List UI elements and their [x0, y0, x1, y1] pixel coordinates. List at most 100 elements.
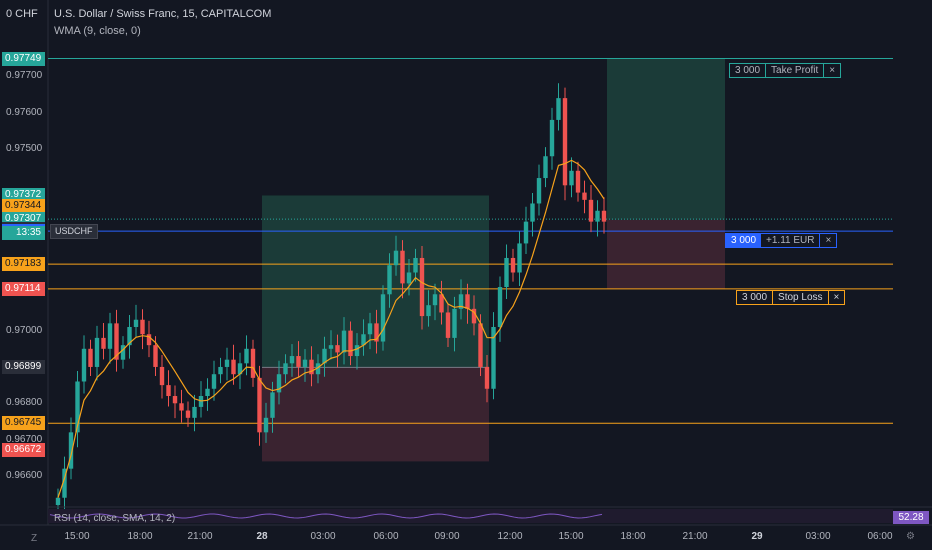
candle-body — [107, 323, 113, 349]
candle-body — [114, 323, 119, 360]
wma-line — [57, 159, 605, 498]
candle-body — [322, 348, 327, 364]
gear-icon[interactable]: ⚙ — [906, 531, 915, 542]
candle-body — [491, 326, 496, 389]
candle-body — [94, 337, 100, 367]
candle-body — [62, 468, 67, 498]
candle-body — [504, 257, 509, 288]
take-profit-qty: 3 000 — [735, 65, 761, 76]
candle-body — [166, 385, 171, 397]
candle-body — [413, 257, 418, 273]
candle-body — [354, 345, 360, 357]
candle-body — [127, 326, 132, 346]
take-profit-close-icon[interactable]: × — [823, 64, 840, 77]
price-tick: 0.97600 — [6, 106, 43, 118]
candle-body — [393, 250, 399, 266]
rsi-legend[interactable]: RSI (14, close, SMA, 14, 2) — [54, 513, 176, 524]
candle-body — [543, 156, 548, 179]
candle-body — [556, 98, 561, 120]
price-tick: 0.96700 — [6, 433, 43, 445]
position-close-icon[interactable]: × — [819, 234, 836, 247]
candle-body — [348, 330, 353, 357]
price-label: 0.96672 — [2, 442, 45, 457]
candle-body — [380, 294, 386, 342]
time-tick: 03:00 — [310, 531, 336, 542]
candle-body — [588, 199, 594, 222]
candle-body — [218, 366, 223, 375]
time-tick: 21:00 — [187, 531, 213, 542]
position-target-zone — [607, 58, 725, 220]
candle-body — [536, 178, 542, 204]
candle-body — [276, 374, 282, 393]
time-tick: 28 — [256, 531, 268, 542]
candle-body — [367, 323, 373, 335]
candle-body — [237, 363, 243, 375]
price-label: 0.96745 — [2, 416, 45, 431]
price-scale-bg — [0, 0, 48, 550]
candle-body — [302, 359, 308, 367]
candle-body — [569, 170, 574, 186]
price-label: 0.97344 — [2, 198, 45, 213]
time-tick: 06:00 — [867, 531, 893, 542]
candle-body — [549, 119, 555, 157]
position-pnl: +1.11 EUR — [766, 235, 815, 246]
stop-loss-close-icon[interactable]: × — [827, 291, 845, 304]
candle-body — [426, 305, 431, 317]
candle-body — [185, 410, 191, 418]
candle-body — [244, 348, 249, 364]
price-tick: 0.96800 — [6, 397, 43, 409]
candle-body — [452, 308, 457, 338]
candle-body — [562, 98, 568, 186]
rsi-line — [49, 513, 603, 519]
rsi-value: 52.28 — [893, 511, 929, 524]
candle-body — [283, 363, 288, 375]
time-tick: 03:00 — [805, 531, 831, 542]
candle-body — [172, 396, 178, 404]
candle-body — [75, 381, 80, 433]
candle-body — [432, 294, 438, 306]
candle-body — [523, 221, 529, 244]
candle-body — [133, 319, 139, 327]
position-order-tag[interactable]: 3 000 +1.11 EUR × — [725, 233, 838, 248]
long-stop-zone — [262, 367, 489, 462]
z-icon[interactable]: Z — [31, 533, 38, 544]
candle-body — [179, 403, 184, 411]
candle-body — [211, 374, 217, 389]
candle-body — [159, 366, 165, 386]
candle-body — [530, 203, 535, 222]
price-tick: 0.96600 — [6, 469, 43, 481]
candle-body — [68, 432, 74, 469]
candle-body — [335, 345, 340, 353]
candle-body — [400, 250, 405, 284]
chart-title[interactable]: U.S. Dollar / Swiss Franc, 15, CAPITALCO… — [54, 8, 272, 20]
candle-body — [88, 348, 93, 367]
candle-body — [101, 337, 106, 349]
candle-body — [445, 312, 451, 338]
currency-corner: 0 CHF — [6, 8, 38, 20]
indicator-legend[interactable]: WMA (9, close, 0) — [54, 25, 141, 37]
time-tick: 06:00 — [373, 531, 399, 542]
candle-body — [419, 257, 425, 317]
price-label: 0.96899 — [2, 360, 45, 375]
stop-loss-order-tag[interactable]: 3 000 Stop Loss × — [736, 290, 846, 305]
candle-body — [341, 330, 347, 353]
take-profit-order-tag[interactable]: 3 000 Take Profit × — [729, 63, 842, 78]
position-stop-zone — [607, 219, 725, 289]
candle-body — [478, 323, 483, 367]
price-tick: 0.97500 — [6, 142, 43, 154]
candle-body — [497, 287, 503, 327]
time-tick: 09:00 — [434, 531, 460, 542]
candle-body — [270, 392, 275, 418]
candle-body — [458, 294, 464, 309]
stop-loss-label: Stop Loss — [772, 291, 827, 304]
candle-body — [153, 345, 158, 367]
candle-body — [289, 356, 295, 364]
time-tick: 12:00 — [497, 531, 523, 542]
candle-body — [582, 192, 587, 200]
candle-body — [510, 257, 516, 273]
position-qty: 3 000 — [726, 234, 762, 247]
candle-body — [205, 388, 210, 397]
candle-body — [120, 345, 126, 360]
candle-body — [296, 356, 301, 367]
